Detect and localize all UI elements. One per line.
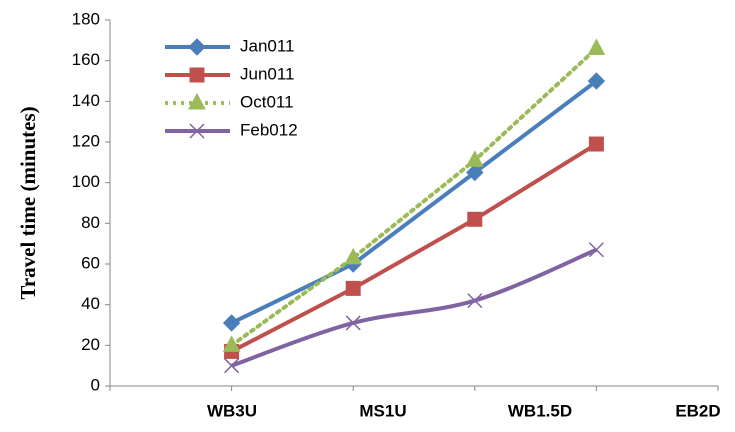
data-point — [588, 136, 604, 152]
data-point — [588, 242, 604, 258]
data-point — [224, 358, 240, 374]
series-line — [230, 142, 598, 354]
y-tick-label: 80 — [81, 213, 100, 232]
series-line — [229, 46, 599, 348]
y-tick-label: 180 — [72, 9, 100, 28]
x-tick-label: WB1.5D — [508, 401, 572, 420]
y-tick-label: 20 — [81, 335, 100, 354]
data-point — [345, 315, 361, 331]
x-tick-label: EB2D — [675, 401, 720, 420]
series-line — [230, 247, 598, 368]
legend-marker — [189, 123, 205, 139]
x-tick-label: MS1U — [359, 401, 406, 420]
data-point — [222, 314, 241, 332]
legend-label: Oct011 — [240, 92, 294, 111]
legend-marker — [188, 92, 206, 110]
data-point — [345, 280, 361, 296]
legend-label: Feb012 — [240, 120, 298, 139]
y-tick-label: 100 — [72, 172, 100, 191]
data-point — [467, 293, 483, 309]
data-point — [466, 163, 484, 182]
series-line — [230, 79, 598, 325]
y-tick-label: 0 — [91, 375, 100, 394]
y-axis-title: Travel time (minutes) — [16, 106, 40, 299]
legend-label: Jun011 — [240, 64, 295, 83]
y-tick-label: 60 — [81, 253, 100, 272]
data-point — [222, 335, 241, 352]
legend-marker — [189, 67, 205, 83]
data-point — [467, 211, 483, 227]
legend-label: Jan011 — [240, 36, 295, 55]
data-point — [465, 150, 484, 167]
legend-marker — [188, 38, 206, 56]
y-tick-label: 40 — [81, 294, 100, 313]
data-point — [587, 72, 606, 90]
y-tick-label: 120 — [72, 131, 100, 150]
data-point — [587, 38, 606, 55]
y-tick-label: 140 — [72, 91, 100, 110]
x-tick-label: WB3U — [207, 401, 257, 420]
y-tick-label: 160 — [72, 50, 100, 69]
data-point — [344, 247, 363, 265]
